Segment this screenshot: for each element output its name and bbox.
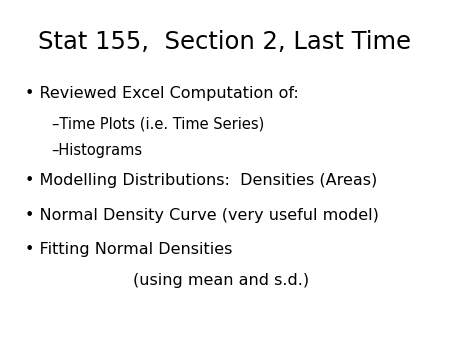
Text: • Modelling Distributions:  Densities (Areas): • Modelling Distributions: Densities (Ar…: [25, 173, 377, 188]
Text: • Reviewed Excel Computation of:: • Reviewed Excel Computation of:: [25, 86, 298, 101]
Text: • Fitting Normal Densities: • Fitting Normal Densities: [25, 242, 232, 257]
Text: Stat 155,  Section 2, Last Time: Stat 155, Section 2, Last Time: [39, 30, 411, 54]
Text: • Normal Density Curve (very useful model): • Normal Density Curve (very useful mode…: [25, 208, 378, 223]
Text: –Histograms: –Histograms: [52, 143, 143, 158]
Text: –Time Plots (i.e. Time Series): –Time Plots (i.e. Time Series): [52, 117, 264, 131]
Text: (using mean and s.d.): (using mean and s.d.): [133, 273, 309, 288]
